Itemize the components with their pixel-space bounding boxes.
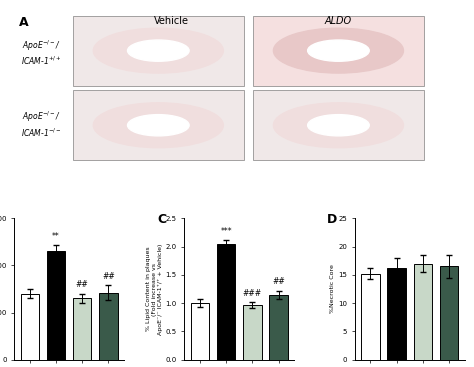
Y-axis label: %Necrotic Core: %Necrotic Core: [330, 265, 335, 313]
Circle shape: [128, 115, 189, 136]
Text: ##: ##: [102, 272, 115, 281]
Text: ApoE$^{-/-}$/
ICAM-1$^{+/+}$: ApoE$^{-/-}$/ ICAM-1$^{+/+}$: [21, 39, 62, 68]
Text: D: D: [327, 213, 337, 226]
Circle shape: [273, 28, 403, 73]
Text: **: **: [52, 232, 60, 241]
Bar: [440, 266, 458, 360]
Bar: [73, 298, 91, 360]
Text: Vehicle: Vehicle: [155, 16, 189, 26]
FancyBboxPatch shape: [253, 16, 424, 86]
Text: ###: ###: [243, 289, 262, 298]
Text: ##: ##: [76, 280, 89, 290]
FancyBboxPatch shape: [253, 90, 424, 160]
FancyBboxPatch shape: [73, 90, 244, 160]
Text: ***: ***: [220, 226, 232, 236]
Circle shape: [93, 103, 223, 148]
Text: ApoE$^{-/-}$/
ICAM-1$^{-/-}$: ApoE$^{-/-}$/ ICAM-1$^{-/-}$: [21, 110, 62, 139]
Bar: [361, 274, 380, 360]
Bar: [243, 305, 262, 360]
Bar: [99, 292, 118, 360]
Bar: [269, 295, 288, 360]
Text: C: C: [157, 213, 166, 226]
Circle shape: [308, 115, 369, 136]
Circle shape: [93, 28, 223, 73]
Bar: [191, 303, 210, 360]
Circle shape: [308, 40, 369, 61]
Bar: [217, 244, 236, 360]
Bar: [21, 294, 39, 360]
Text: ##: ##: [272, 277, 285, 287]
Circle shape: [128, 40, 189, 61]
Y-axis label: % Lipid Content in plaques
(Fold increase vs
ApoE⁻/⁻ ICAM-1⁺/⁺ + Vehicle): % Lipid Content in plaques (Fold increas…: [146, 243, 163, 335]
Text: A: A: [18, 16, 28, 29]
FancyBboxPatch shape: [73, 16, 244, 86]
Bar: [47, 251, 65, 360]
Bar: [413, 264, 432, 360]
Text: ALDO: ALDO: [325, 16, 352, 26]
Bar: [387, 268, 406, 360]
Circle shape: [273, 103, 403, 148]
